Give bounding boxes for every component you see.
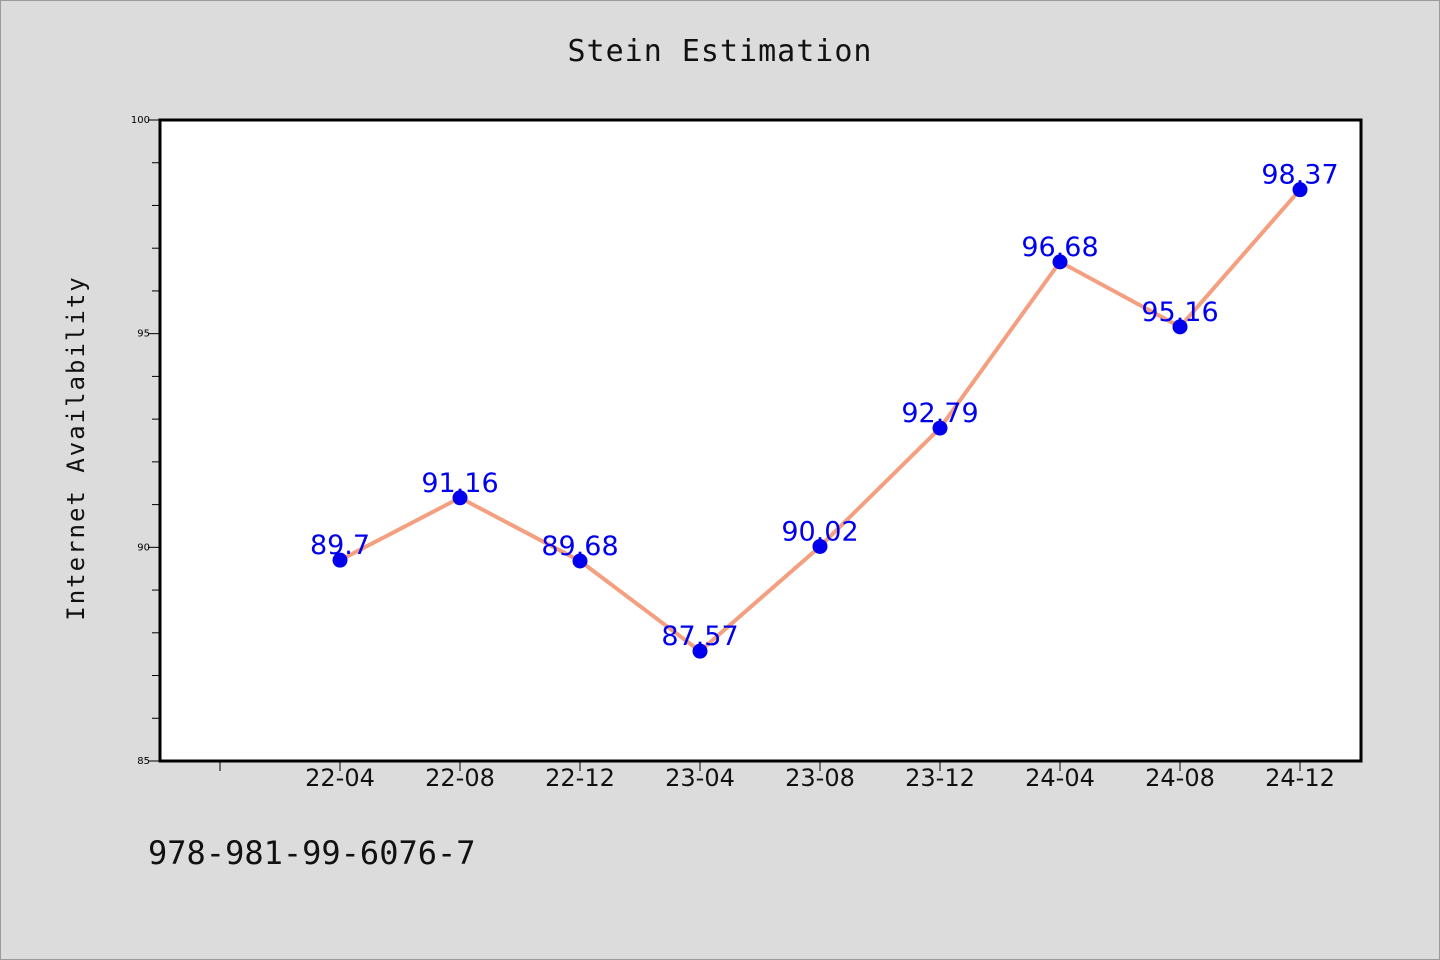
x-tick-label: 22-04 bbox=[305, 764, 375, 792]
plot-area bbox=[158, 118, 1363, 763]
data-point bbox=[572, 553, 588, 569]
data-label: 90.02 bbox=[781, 516, 858, 547]
x-tick-label: 24-12 bbox=[1265, 764, 1335, 792]
chart-title: Stein Estimation bbox=[567, 34, 873, 69]
footer-code: 978-981-99-6076-7 bbox=[148, 834, 476, 872]
data-label: 89.7 bbox=[310, 530, 370, 561]
data-label: 92.79 bbox=[901, 398, 978, 429]
data-point bbox=[812, 538, 828, 554]
data-point bbox=[332, 552, 348, 568]
data-label: 95.16 bbox=[1141, 297, 1218, 328]
x-tick-label: 23-08 bbox=[785, 764, 855, 792]
data-label: 96.68 bbox=[1021, 232, 1098, 263]
data-point bbox=[452, 490, 468, 506]
data-label: 89.68 bbox=[541, 531, 618, 562]
x-tick-label: 23-12 bbox=[905, 764, 975, 792]
data-label: 98.37 bbox=[1261, 160, 1338, 191]
data-label: 87.57 bbox=[661, 621, 738, 652]
y-tick-label: 100 bbox=[131, 115, 150, 126]
x-tick-label: 24-04 bbox=[1025, 764, 1095, 792]
markers-group bbox=[332, 182, 1308, 659]
x-tick-label: 22-12 bbox=[545, 764, 615, 792]
data-point bbox=[1172, 319, 1188, 335]
x-tick-label: 23-04 bbox=[665, 764, 735, 792]
x-axis: 22-04 22-08 22-12 23-04 23-08 23-12 24-04 24-08… bbox=[219, 761, 1335, 792]
y-tick-label: 90 bbox=[137, 542, 150, 553]
y-tick-label: 85 bbox=[137, 756, 150, 767]
data-labels-group: 89.7 91.16 89.68 87.57 90.02 92.79 96.68 95.16 9… bbox=[310, 160, 1339, 653]
y-tick-label: 95 bbox=[137, 329, 150, 340]
data-point bbox=[1292, 182, 1308, 198]
x-tick-label: 22-08 bbox=[425, 764, 495, 792]
y-axis: 85 90 95 100 bbox=[131, 115, 160, 767]
x-tick-label: 24-08 bbox=[1145, 764, 1215, 792]
data-point bbox=[932, 420, 948, 436]
data-point bbox=[1052, 254, 1068, 270]
data-point bbox=[692, 643, 708, 659]
data-label: 91.16 bbox=[421, 468, 498, 499]
y-axis-label: Internet Availability bbox=[62, 275, 90, 621]
